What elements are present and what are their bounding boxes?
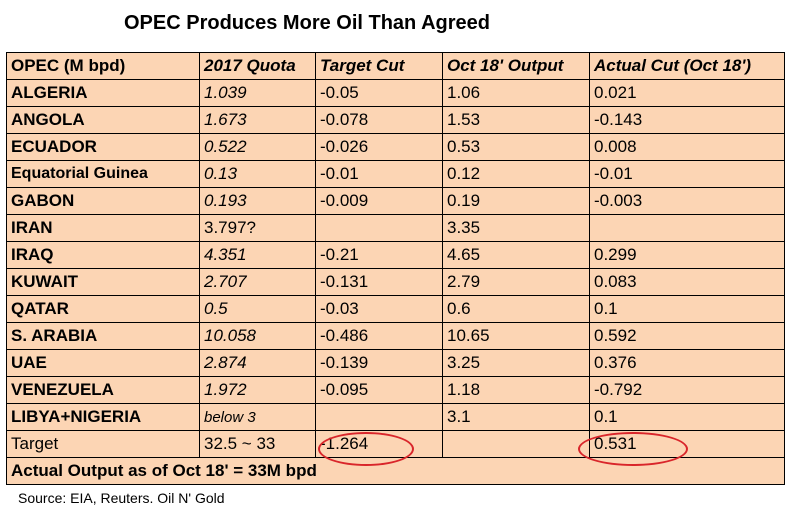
- cell-output: 0.53: [442, 133, 590, 161]
- cell-target-cut: -0.03: [315, 295, 443, 323]
- cell-quota: 2.874: [199, 349, 316, 377]
- cell-country: ANGOLA: [6, 106, 200, 134]
- header-country: OPEC (M bpd): [6, 52, 200, 80]
- cell-target-cut: -0.486: [315, 322, 443, 350]
- cell-actual-cut: -0.143: [589, 106, 785, 134]
- cell-actual-cut: -0.003: [589, 187, 785, 215]
- target-cell-target-cut: -1.264: [315, 430, 443, 458]
- cell-country: QATAR: [6, 295, 200, 323]
- cell-actual-cut: 0.592: [589, 322, 785, 350]
- target-row: Target 32.5 ~ 33 -1.264 0.531: [6, 430, 785, 458]
- target-cell-output: [442, 430, 590, 458]
- header-quota: 2017 Quota: [199, 52, 316, 80]
- cell-quota: 1.039: [199, 79, 316, 107]
- cell-quota: below 3: [199, 403, 316, 431]
- cell-output: 0.19: [442, 187, 590, 215]
- opec-table: OPEC (M bpd) 2017 Quota Target Cut Oct 1…: [6, 52, 785, 485]
- cell-output: 0.12: [442, 160, 590, 188]
- cell-actual-cut: 0.008: [589, 133, 785, 161]
- cell-actual-cut: -0.792: [589, 376, 785, 404]
- cell-output: 3.1: [442, 403, 590, 431]
- cell-country: LIBYA+NIGERIA: [6, 403, 200, 431]
- table-row: S. ARABIA 10.058 -0.486 10.65 0.592: [6, 322, 785, 350]
- cell-country: ECUADOR: [6, 133, 200, 161]
- cell-country: GABON: [6, 187, 200, 215]
- cell-actual-cut: 0.299: [589, 241, 785, 269]
- cell-target-cut: -0.009: [315, 187, 443, 215]
- cell-quota: 0.5: [199, 295, 316, 323]
- cell-country: IRAN: [6, 214, 200, 242]
- cell-quota: 4.351: [199, 241, 316, 269]
- table-row: UAE 2.874 -0.139 3.25 0.376: [6, 349, 785, 377]
- cell-actual-cut: 0.021: [589, 79, 785, 107]
- cell-country: S. ARABIA: [6, 322, 200, 350]
- cell-country: KUWAIT: [6, 268, 200, 296]
- table-header-row: OPEC (M bpd) 2017 Quota Target Cut Oct 1…: [6, 52, 785, 80]
- cell-output: 2.79: [442, 268, 590, 296]
- header-actual-cut: Actual Cut (Oct 18'): [589, 52, 785, 80]
- table-row: IRAQ 4.351 -0.21 4.65 0.299: [6, 241, 785, 269]
- target-cell-country: Target: [6, 430, 200, 458]
- header-output: Oct 18' Output: [442, 52, 590, 80]
- cell-actual-cut: 0.376: [589, 349, 785, 377]
- cell-country: UAE: [6, 349, 200, 377]
- cell-target-cut: -0.21: [315, 241, 443, 269]
- cell-output: 1.06: [442, 79, 590, 107]
- cell-target-cut: -0.139: [315, 349, 443, 377]
- table-row: ALGERIA 1.039 -0.05 1.06 0.021: [6, 79, 785, 107]
- cell-actual-cut: -0.01: [589, 160, 785, 188]
- table-row: Equatorial Guinea 0.13 -0.01 0.12 -0.01: [6, 160, 785, 188]
- cell-output: 3.35: [442, 214, 590, 242]
- cell-country: ALGERIA: [6, 79, 200, 107]
- cell-target-cut: [315, 403, 443, 431]
- footer-summary: Actual Output as of Oct 18' = 33M bpd: [6, 457, 785, 485]
- header-target-cut: Target Cut: [315, 52, 443, 80]
- table-row: VENEZUELA 1.972 -0.095 1.18 -0.792: [6, 376, 785, 404]
- cell-quota: 2.707: [199, 268, 316, 296]
- cell-quota: 1.972: [199, 376, 316, 404]
- cell-actual-cut: [589, 214, 785, 242]
- table-row: ECUADOR 0.522 -0.026 0.53 0.008: [6, 133, 785, 161]
- cell-quota: 0.522: [199, 133, 316, 161]
- cell-actual-cut: 0.083: [589, 268, 785, 296]
- table-row: ANGOLA 1.673 -0.078 1.53 -0.143: [6, 106, 785, 134]
- cell-target-cut: [315, 214, 443, 242]
- cell-output: 10.65: [442, 322, 590, 350]
- cell-quota: 3.797?: [199, 214, 316, 242]
- cell-output: 1.53: [442, 106, 590, 134]
- cell-target-cut: -0.026: [315, 133, 443, 161]
- source-note: Source: EIA, Reuters. Oil N' Gold: [18, 490, 225, 506]
- cell-target-cut: -0.05: [315, 79, 443, 107]
- target-cell-actual-cut: 0.531: [589, 430, 785, 458]
- cell-country: IRAQ: [6, 241, 200, 269]
- table-row: LIBYA+NIGERIA below 3 3.1 0.1: [6, 403, 785, 431]
- cell-output: 4.65: [442, 241, 590, 269]
- cell-output: 3.25: [442, 349, 590, 377]
- table-row: QATAR 0.5 -0.03 0.6 0.1: [6, 295, 785, 323]
- target-cell-quota: 32.5 ~ 33: [199, 430, 316, 458]
- cell-actual-cut: 0.1: [589, 403, 785, 431]
- cell-target-cut: -0.131: [315, 268, 443, 296]
- cell-output: 0.6: [442, 295, 590, 323]
- cell-target-cut: -0.078: [315, 106, 443, 134]
- table-row: KUWAIT 2.707 -0.131 2.79 0.083: [6, 268, 785, 296]
- cell-country: Equatorial Guinea: [6, 160, 200, 188]
- table-row: GABON 0.193 -0.009 0.19 -0.003: [6, 187, 785, 215]
- cell-quota: 0.193: [199, 187, 316, 215]
- cell-target-cut: -0.01: [315, 160, 443, 188]
- cell-quota: 1.673: [199, 106, 316, 134]
- page-title: OPEC Produces More Oil Than Agreed: [124, 12, 490, 34]
- table-row: IRAN 3.797? 3.35: [6, 214, 785, 242]
- cell-quota: 0.13: [199, 160, 316, 188]
- cell-country: VENEZUELA: [6, 376, 200, 404]
- cell-quota: 10.058: [199, 322, 316, 350]
- cell-output: 1.18: [442, 376, 590, 404]
- footer-row: Actual Output as of Oct 18' = 33M bpd: [6, 457, 785, 485]
- cell-actual-cut: 0.1: [589, 295, 785, 323]
- cell-target-cut: -0.095: [315, 376, 443, 404]
